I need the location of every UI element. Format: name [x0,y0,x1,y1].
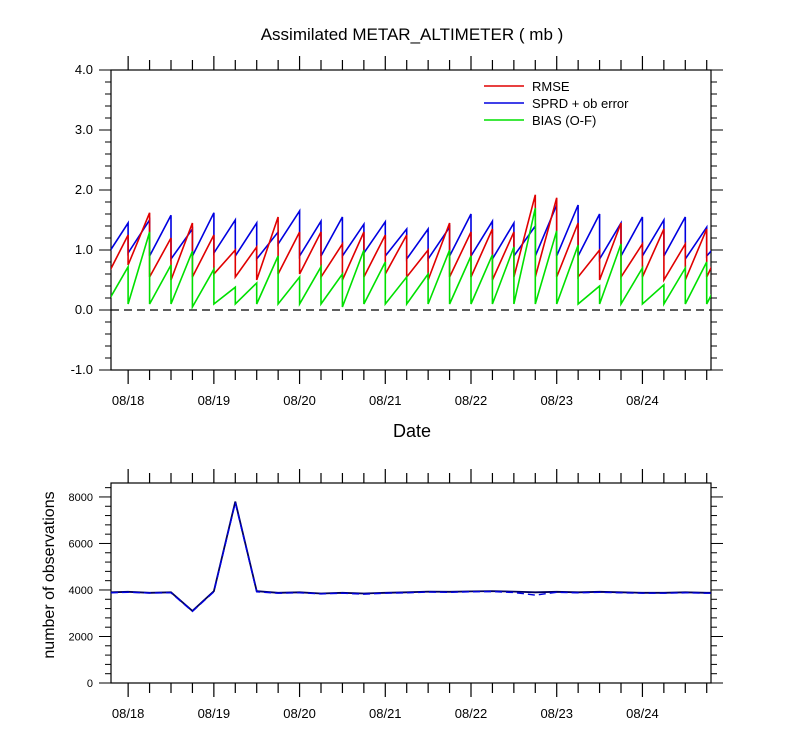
x-tick-label: 08/20 [283,706,316,721]
x-tick-label: 08/18 [112,706,145,721]
legend-label-rmse: RMSE [532,79,570,94]
x-tick-label: 08/22 [455,393,488,408]
y-tick-label: 0 [87,678,93,690]
y-tick-label: 2000 [69,631,93,643]
top-x-axis-label: Date [393,421,431,441]
y-tick-label: 8000 [69,492,93,504]
x-tick-label: 08/18 [112,393,145,408]
x-tick-label: 08/19 [198,393,231,408]
y-tick-label: 2.0 [75,182,93,197]
series-line-used [111,502,711,613]
top-x-tick-labels: 08/18 08/19 08/20 08/21 08/22 08/23 08/24 [112,393,659,408]
x-tick-label: 08/23 [540,393,573,408]
x-tick-label: 08/23 [540,706,573,721]
x-tick-label: 08/24 [626,393,659,408]
x-tick-label: 08/21 [369,393,402,408]
x-tick-label: 08/19 [198,706,231,721]
bottom-series-group [111,501,711,613]
y-tick-label: 4.0 [75,62,93,77]
x-tick-label: 08/22 [455,706,488,721]
legend-label-bias: BIAS (O-F) [532,113,596,128]
x-tick-label: 08/24 [626,706,659,721]
bottom-y-axis-label: number of observations [41,491,58,658]
bottom-ticks [99,469,723,697]
top-y-tick-labels: -1.0 0.0 1.0 2.0 3.0 4.0 [71,62,93,377]
top-chart-title: Assimilated METAR_ALTIMETER ( mb ) [261,25,564,44]
top-plot-frame [110,69,712,371]
y-tick-label: 3.0 [75,122,93,137]
legend: RMSE SPRD + ob error BIAS (O-F) [484,79,629,128]
y-tick-label: 6000 [69,538,93,550]
x-tick-label: 08/20 [283,393,316,408]
y-tick-label: 1.0 [75,242,93,257]
series-line-sprd-ob-error [111,204,711,262]
top-chart: Assimilated METAR_ALTIMETER ( mb ) -1.0 0… [71,25,723,441]
series-line-observations [111,501,711,613]
top-ticks [99,56,723,384]
series-line-bias-o-f- [111,207,711,311]
series-line-rmse [111,194,711,283]
x-tick-label: 08/21 [369,706,402,721]
y-tick-label: 0.0 [75,302,93,317]
legend-label-sprd: SPRD + ob error [532,96,629,111]
bottom-x-tick-labels: 08/18 08/19 08/20 08/21 08/22 08/23 08/24 [112,706,659,721]
bottom-plot-frame [110,482,712,684]
y-tick-label: -1.0 [71,362,93,377]
bottom-y-tick-labels: 0 2000 4000 6000 8000 [69,492,93,690]
y-tick-label: 4000 [69,585,93,597]
top-series-group [111,194,711,311]
